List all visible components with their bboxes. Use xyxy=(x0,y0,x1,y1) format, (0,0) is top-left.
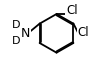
Text: Cl: Cl xyxy=(66,4,78,17)
Text: Cl: Cl xyxy=(77,26,89,39)
Text: D: D xyxy=(12,36,20,46)
Text: D: D xyxy=(12,20,20,30)
Text: N: N xyxy=(21,27,30,40)
